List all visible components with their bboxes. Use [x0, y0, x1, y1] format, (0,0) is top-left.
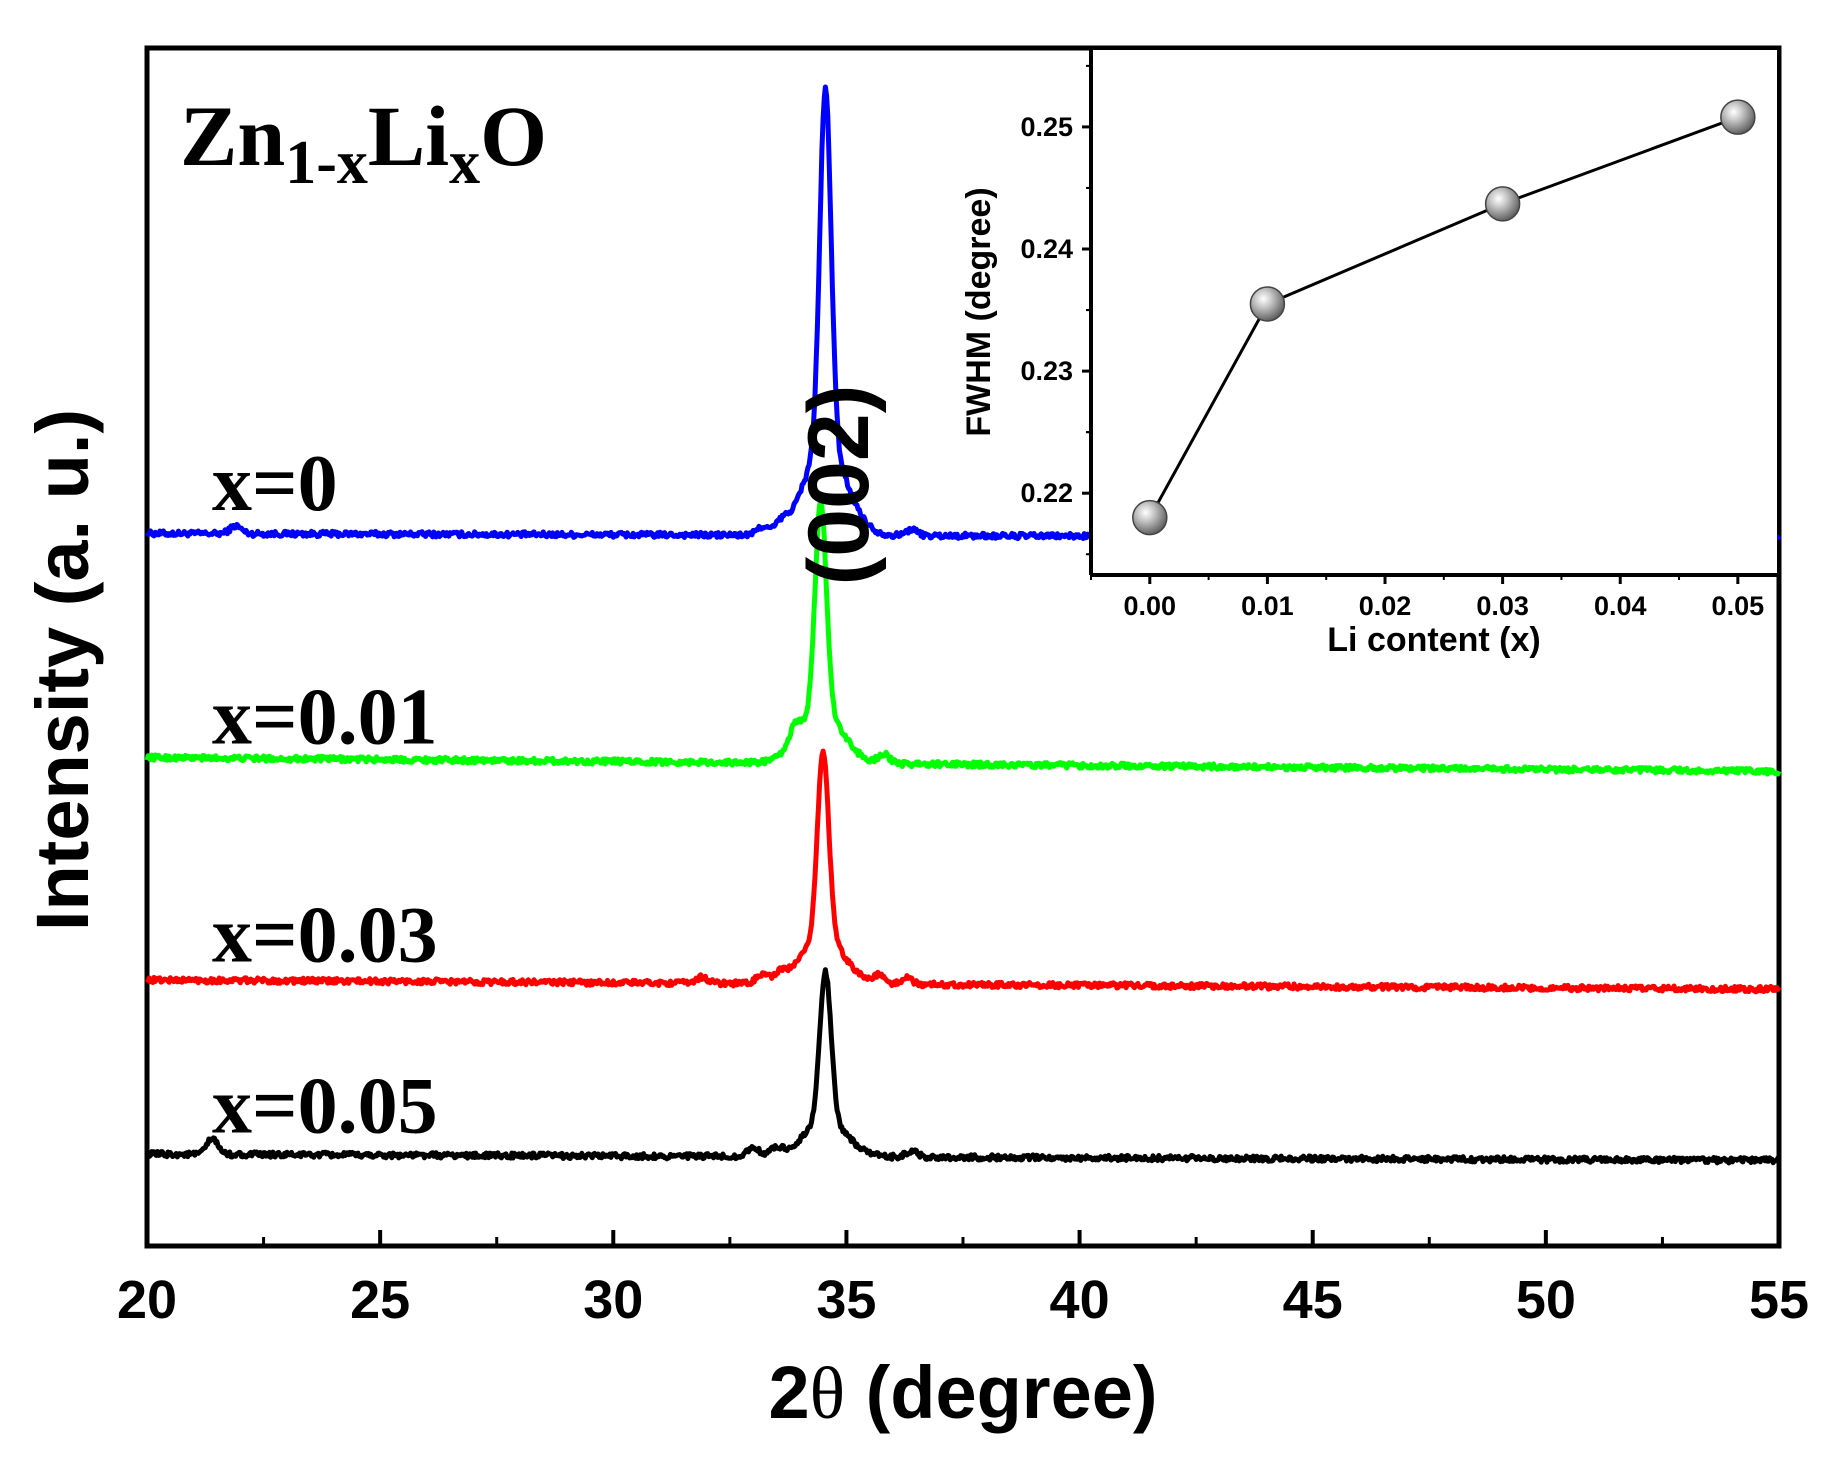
peak-label: (002) — [791, 385, 887, 586]
inset-x-tick-label: 0.03 — [1476, 591, 1529, 621]
main-x-axis: 20 25 30 35 40 45 50 55 — [117, 1230, 1809, 1330]
x-tick-label: 50 — [1516, 1270, 1576, 1330]
inset-y-tick-label: 0.25 — [1020, 112, 1073, 142]
x-tick-label: 55 — [1749, 1270, 1809, 1330]
inset-y-axis-label: FWHM (degree) — [960, 187, 998, 436]
inset-x-tick-label: 0.04 — [1594, 591, 1647, 621]
x-tick-label: 35 — [816, 1270, 876, 1330]
series-line-x=0.01 — [144, 499, 1782, 777]
x-tick-label: 40 — [1050, 1270, 1110, 1330]
inset-background — [1091, 50, 1777, 575]
inset-x-tick-label: 0.02 — [1359, 591, 1412, 621]
inset-x-axis-label: Li content (x) — [1327, 621, 1540, 659]
series-label: x=0.01 — [212, 673, 438, 761]
inset-y-tick-label: 0.22 — [1020, 478, 1073, 508]
inset-x-tick-label: 0.01 — [1241, 591, 1294, 621]
x-tick-label: 30 — [583, 1270, 643, 1330]
inset-data-point — [1249, 286, 1286, 322]
inset-plot: 0.00 0.01 0.02 0.03 0.04 0.05 0.22 0.23 0.24 0.25… — [960, 50, 1779, 659]
inset-data-point — [1484, 186, 1521, 222]
series-label: x=0.05 — [212, 1062, 438, 1150]
series-label: x=0.03 — [212, 891, 438, 979]
inset-y-tick-label: 0.23 — [1020, 356, 1073, 386]
x-tick-label: 45 — [1283, 1270, 1343, 1330]
inset-x-tick-label: 0.00 — [1124, 591, 1177, 621]
main-y-axis-label: Intensity (a. u.) — [21, 409, 104, 931]
inset-axes: 0.00 0.01 0.02 0.03 0.04 0.05 0.22 0.23 0.24 0.25 — [1020, 64, 1765, 621]
inset-data-point — [1132, 499, 1168, 536]
inset-data-point — [1720, 99, 1756, 135]
series-line-x=0.03 — [144, 748, 1782, 995]
compound-title: Zn1-xLixO — [180, 88, 547, 197]
inset-series-group — [1132, 99, 1756, 536]
series-label: x=0 — [212, 440, 338, 528]
main-x-axis-label: 2θ (degree) — [768, 1351, 1157, 1435]
inset-line — [1148, 115, 1739, 519]
series-labels: x=0 x=0.01 x=0.03 x=0.05 — [212, 440, 438, 1150]
x-tick-label: 20 — [117, 1270, 177, 1330]
series-line-x=0.05 — [144, 967, 1782, 1166]
inset-y-tick-label: 0.24 — [1020, 234, 1073, 264]
x-tick-label: 25 — [350, 1270, 410, 1330]
inset-x-tick-label: 0.05 — [1712, 591, 1765, 621]
